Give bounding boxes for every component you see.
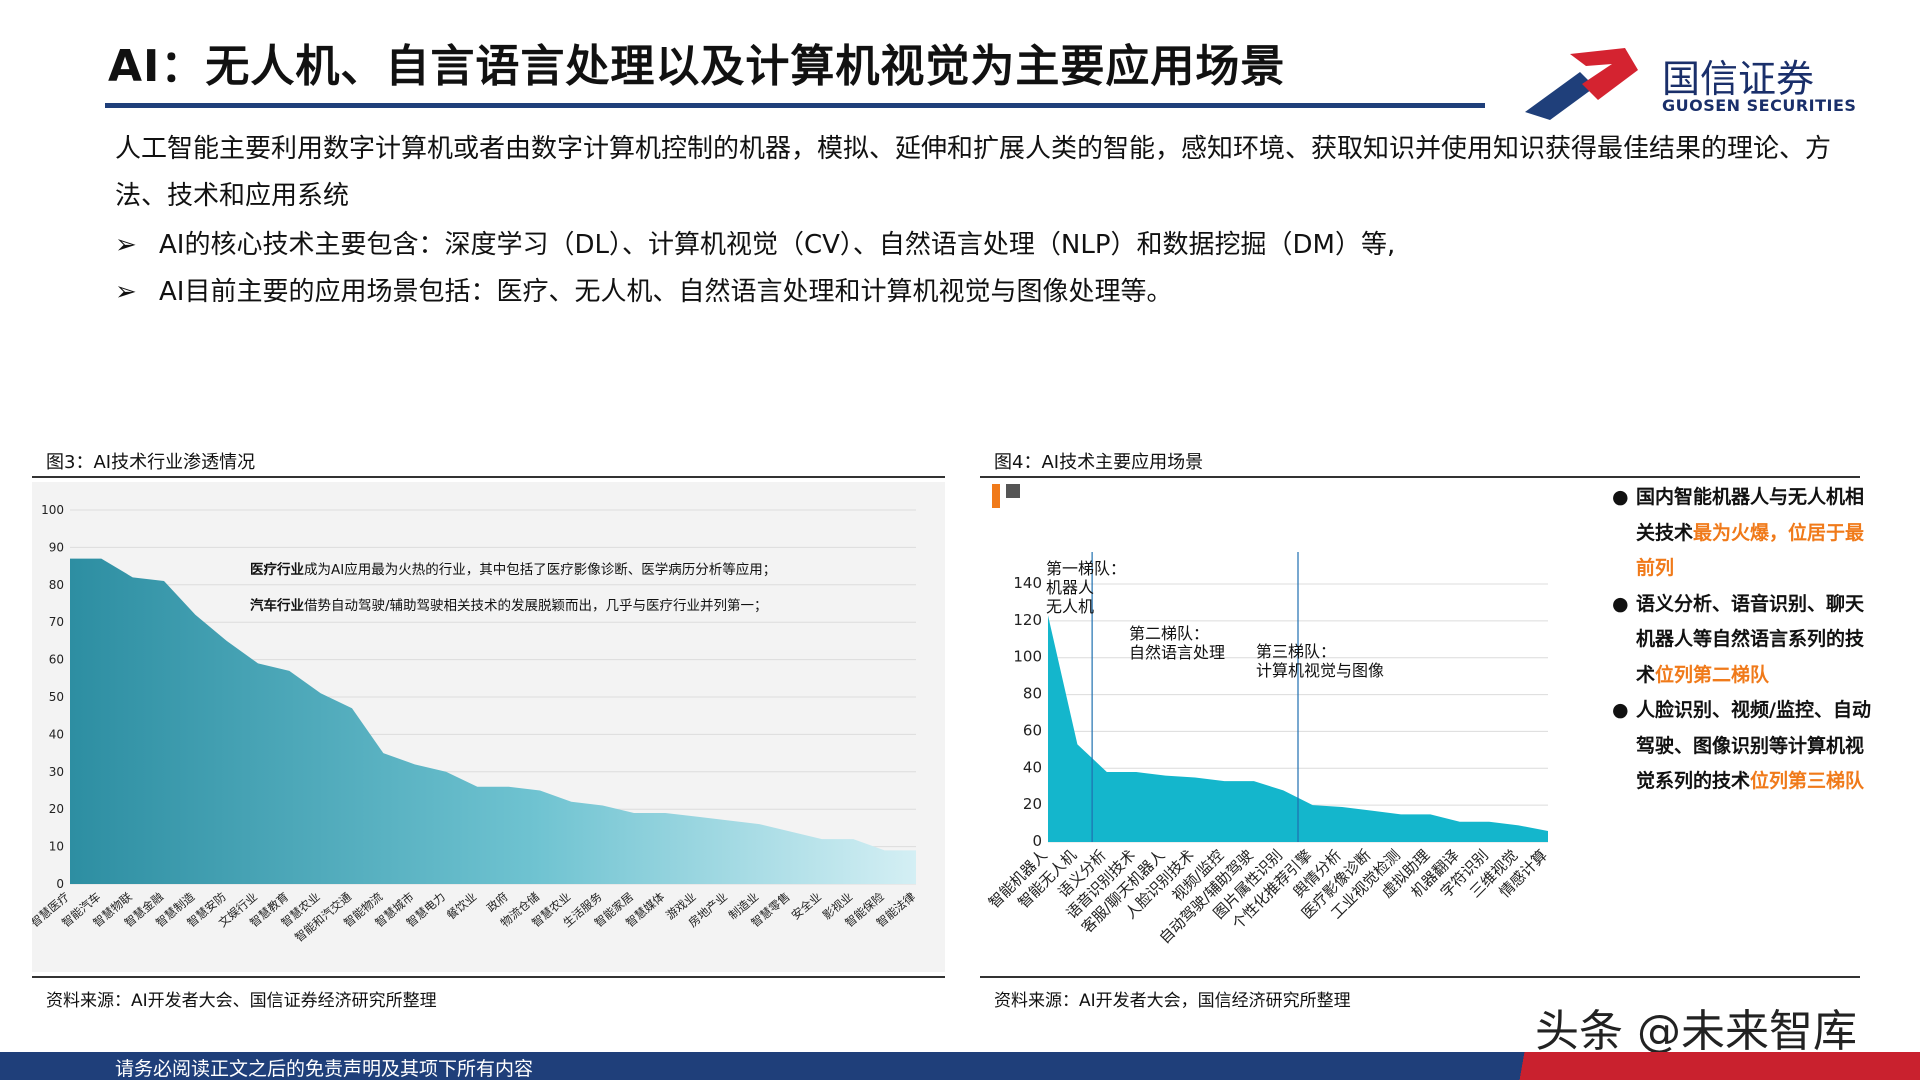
fig4-side-notes: ● 国内智能机器人与无人机相关技术最为火爆，位居于最前列 ● 语义分析、语音识别、聊…: [1608, 480, 1878, 800]
orange-marker-icon: [992, 484, 1000, 508]
bullet-dot-icon: ●: [1612, 592, 1629, 615]
guosen-logo-icon: [1525, 48, 1638, 120]
gray-marker-icon: [1006, 484, 1020, 498]
y-tick-label: 0: [56, 877, 64, 891]
y-tick-label: 60: [1023, 721, 1042, 739]
fig4-bottom-rule: [980, 976, 1860, 978]
company-logo: 国信证券 GUOSEN SECURITIES: [1520, 42, 1856, 122]
fig3-note-medical: 医疗行业成为AI应用最为火热的行业，其中包括了医疗影像诊断、医学病历分析等应用；: [250, 561, 776, 578]
fig4-caption: 图4：AI技术主要应用场景: [994, 452, 1204, 473]
y-tick-label: 40: [49, 727, 64, 741]
fig3-area-series: [70, 558, 916, 884]
y-tick-label: 90: [49, 540, 64, 554]
footer-disclaimer: 请务必阅读正文之后的免责声明及其项下所有内容: [115, 1058, 534, 1080]
tier1-label: 第一梯队：机器人无人机: [1046, 559, 1126, 616]
intro-paragraph: 人工智能主要利用数字计算机或者由数字计算机控制的机器，模拟、延伸和扩展人类的智能…: [115, 134, 1832, 211]
fig4-top-rule: [980, 476, 1860, 478]
y-tick-label: 50: [49, 690, 64, 704]
fig3-top-rule: [32, 476, 945, 478]
bullet-dot-icon: ●: [1612, 699, 1629, 721]
side-note-tier1: ● 国内智能机器人与无人机相关技术最为火爆，位居于最前列: [1608, 480, 1878, 587]
title-underline: [105, 103, 1485, 108]
tier2-label: 第二梯队：自然语言处理: [1129, 624, 1225, 662]
y-tick-label: 20: [49, 802, 64, 816]
y-tick-label: 30: [49, 765, 64, 779]
y-tick-label: 20: [1023, 795, 1042, 813]
logo-english-name: GUOSEN SECURITIES: [1662, 96, 1857, 115]
fig3-source: 资料来源：AI开发者大会、国信证券经济研究所整理: [46, 991, 437, 1011]
watermark: 头条 @未来智库: [1535, 1006, 1857, 1057]
bullet-text: AI目前主要的应用场景包括：医疗、无人机、自然语言处理和计算机视觉与图像处理等。: [159, 277, 1173, 307]
page-title: AI：无人机、自言语言处理以及计算机视觉为主要应用场景: [108, 41, 1286, 92]
tier3-label: 第三梯队：计算机视觉与图像: [1256, 642, 1384, 680]
y-tick-label: 140: [1013, 574, 1042, 592]
bullet-scenarios: ➢ AI目前主要的应用场景包括：医疗、无人机、自然语言处理和计算机视觉与图像处理等…: [115, 271, 1172, 308]
arrow-bullet-icon: ➢: [115, 230, 137, 260]
y-tick-label: 60: [49, 653, 64, 667]
arrow-bullet-icon: ➢: [115, 277, 137, 307]
bullet-core-tech: ➢ AI的核心技术主要包含：深度学习（DL）、计算机视觉（CV）、自然语言处理（N…: [115, 224, 1395, 261]
side-note-tier3: ● 人脸识别、视频/监控、自动驾驶、图像识别等计算机视觉系列的技术位列第三梯队: [1608, 693, 1878, 800]
y-tick-label: 100: [1013, 648, 1042, 666]
y-tick-label: 10: [49, 840, 64, 854]
y-tick-label: 100: [41, 503, 64, 517]
fig3-note-auto: 汽车行业借势自动驾驶/辅助驾驶相关技术的发展脱颖而出，几乎与医疗行业并列第一；: [250, 597, 768, 614]
y-tick-label: 80: [49, 578, 64, 592]
fig4-source: 资料来源：AI开发者大会，国信经济研究所整理: [994, 991, 1351, 1011]
y-tick-label: 0: [1032, 832, 1042, 850]
fig3-caption: 图3：AI技术行业渗透情况: [46, 452, 256, 473]
side-note-tier2: ● 语义分析、语音识别、聊天机器人等自然语言系列的技术位列第二梯队: [1608, 587, 1878, 694]
logo-chinese-name: 国信证券: [1662, 57, 1815, 101]
fig4-area-series: [1048, 615, 1548, 842]
y-tick-label: 40: [1023, 758, 1042, 776]
y-tick-label: 70: [49, 615, 64, 629]
y-tick-label: 80: [1023, 685, 1042, 703]
footer-red-accent: [1480, 1052, 1920, 1080]
bullet-text: AI的核心技术主要包含：深度学习（DL）、计算机视觉（CV）、自然语言处理（NL…: [159, 230, 1396, 260]
fig3-bottom-rule: [32, 976, 945, 978]
bullet-dot-icon: ●: [1612, 486, 1629, 508]
y-tick-label: 120: [1013, 611, 1042, 629]
